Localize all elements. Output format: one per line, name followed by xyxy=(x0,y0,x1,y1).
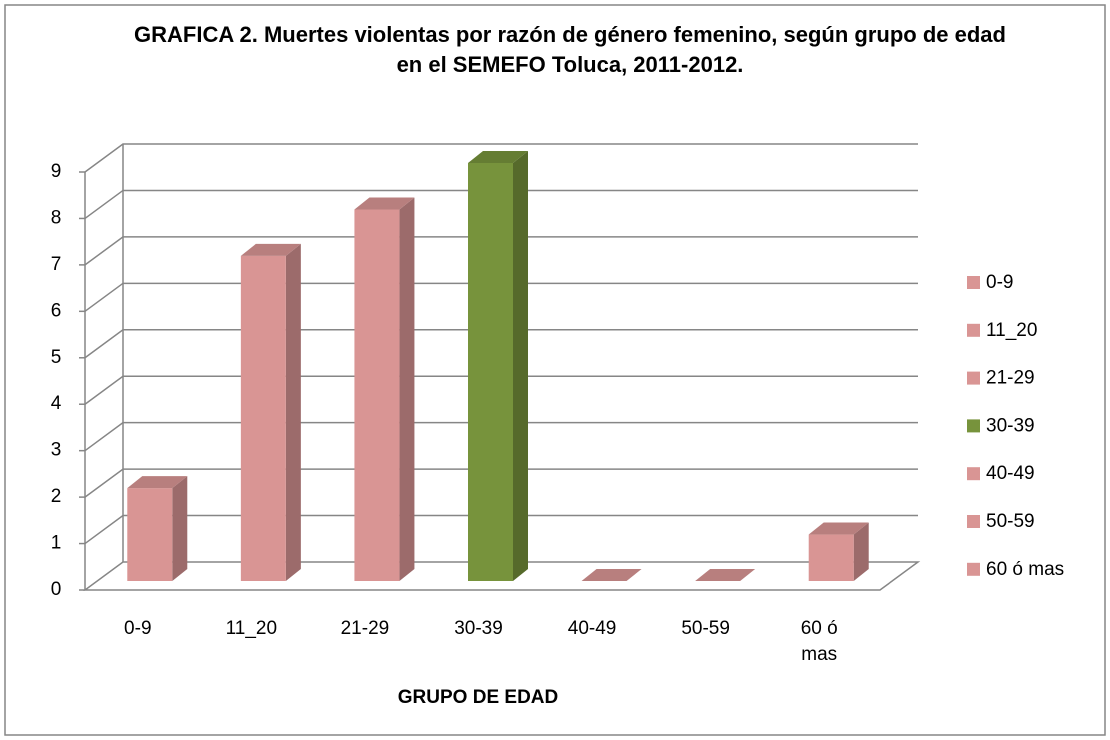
bar-top xyxy=(468,151,528,163)
x-tick-label: 11_20 xyxy=(225,618,278,639)
x-axis-title: GRUPO DE EDAD xyxy=(398,687,558,708)
bar xyxy=(468,151,528,581)
grid-line xyxy=(84,421,918,452)
bar-front xyxy=(354,209,400,581)
x-tick-label: 21-29 xyxy=(340,618,390,639)
bar xyxy=(354,197,415,581)
bar-top xyxy=(354,197,415,210)
y-tick-label: 2 xyxy=(51,486,62,507)
bar-side xyxy=(172,476,188,581)
x-tick-label: 30-39 xyxy=(454,618,503,639)
bar-top xyxy=(581,569,642,581)
legend-swatch xyxy=(967,467,980,481)
y-tick-label: 1 xyxy=(51,533,62,554)
grid-line xyxy=(84,189,918,220)
y-tick-label: 9 xyxy=(51,161,62,182)
grid-line xyxy=(84,468,918,498)
floor xyxy=(82,561,921,591)
chart-border xyxy=(4,4,1106,736)
bar-top xyxy=(240,243,301,256)
bar-front xyxy=(240,255,286,581)
legend-swatch xyxy=(967,276,980,289)
legend-label: 40-49 xyxy=(986,463,1035,484)
bar-front xyxy=(468,163,513,581)
bar-top xyxy=(695,569,756,581)
x-tick-label: 40-49 xyxy=(567,618,617,639)
grid-line xyxy=(84,514,918,545)
bar-side xyxy=(853,522,869,581)
bar xyxy=(240,243,301,581)
legend-label: 0-9 xyxy=(986,272,1013,293)
x-tick-label: 50-59 xyxy=(681,618,730,639)
bar xyxy=(808,522,869,581)
legend-swatch xyxy=(967,419,980,433)
legend-label: 50-59 xyxy=(986,511,1035,532)
y-tick-label: 5 xyxy=(51,347,62,368)
y-tick-label: 6 xyxy=(51,300,62,321)
grid-line xyxy=(84,329,918,359)
grid-line xyxy=(84,143,918,173)
grid-line xyxy=(84,375,918,405)
chart-title: GRAFICA 2. Muertes violentas por razón d… xyxy=(134,22,1006,77)
bar-front xyxy=(808,534,854,581)
legend-swatch xyxy=(967,371,980,385)
bar-top xyxy=(127,476,188,489)
bar-front xyxy=(127,488,173,581)
grid-line xyxy=(84,236,918,266)
bar xyxy=(695,569,756,581)
bar xyxy=(581,569,642,581)
legend-label: 60 ó mas xyxy=(986,559,1064,580)
legend-swatch xyxy=(967,562,980,576)
bar-top xyxy=(808,522,869,535)
bar xyxy=(127,476,188,581)
legend-label: 21-29 xyxy=(986,368,1035,389)
y-tick-label: 7 xyxy=(51,254,62,275)
x-tick-label: 0-9 xyxy=(124,618,152,639)
y-tick-label: 8 xyxy=(51,207,62,228)
grid-line xyxy=(84,282,918,312)
x-tick-label: 60 ó mas xyxy=(800,618,838,665)
y-tick-label: 3 xyxy=(51,440,62,461)
bar-side xyxy=(513,151,528,581)
y-tick-label: 0 xyxy=(51,579,62,600)
legend-swatch xyxy=(967,515,980,528)
bar-side xyxy=(285,243,301,581)
legend-label: 30-39 xyxy=(986,415,1035,436)
legend-swatch xyxy=(967,323,980,337)
y-tick-label: 4 xyxy=(51,393,62,414)
legend-label: 11_20 xyxy=(986,320,1037,341)
bar-side xyxy=(399,197,415,581)
